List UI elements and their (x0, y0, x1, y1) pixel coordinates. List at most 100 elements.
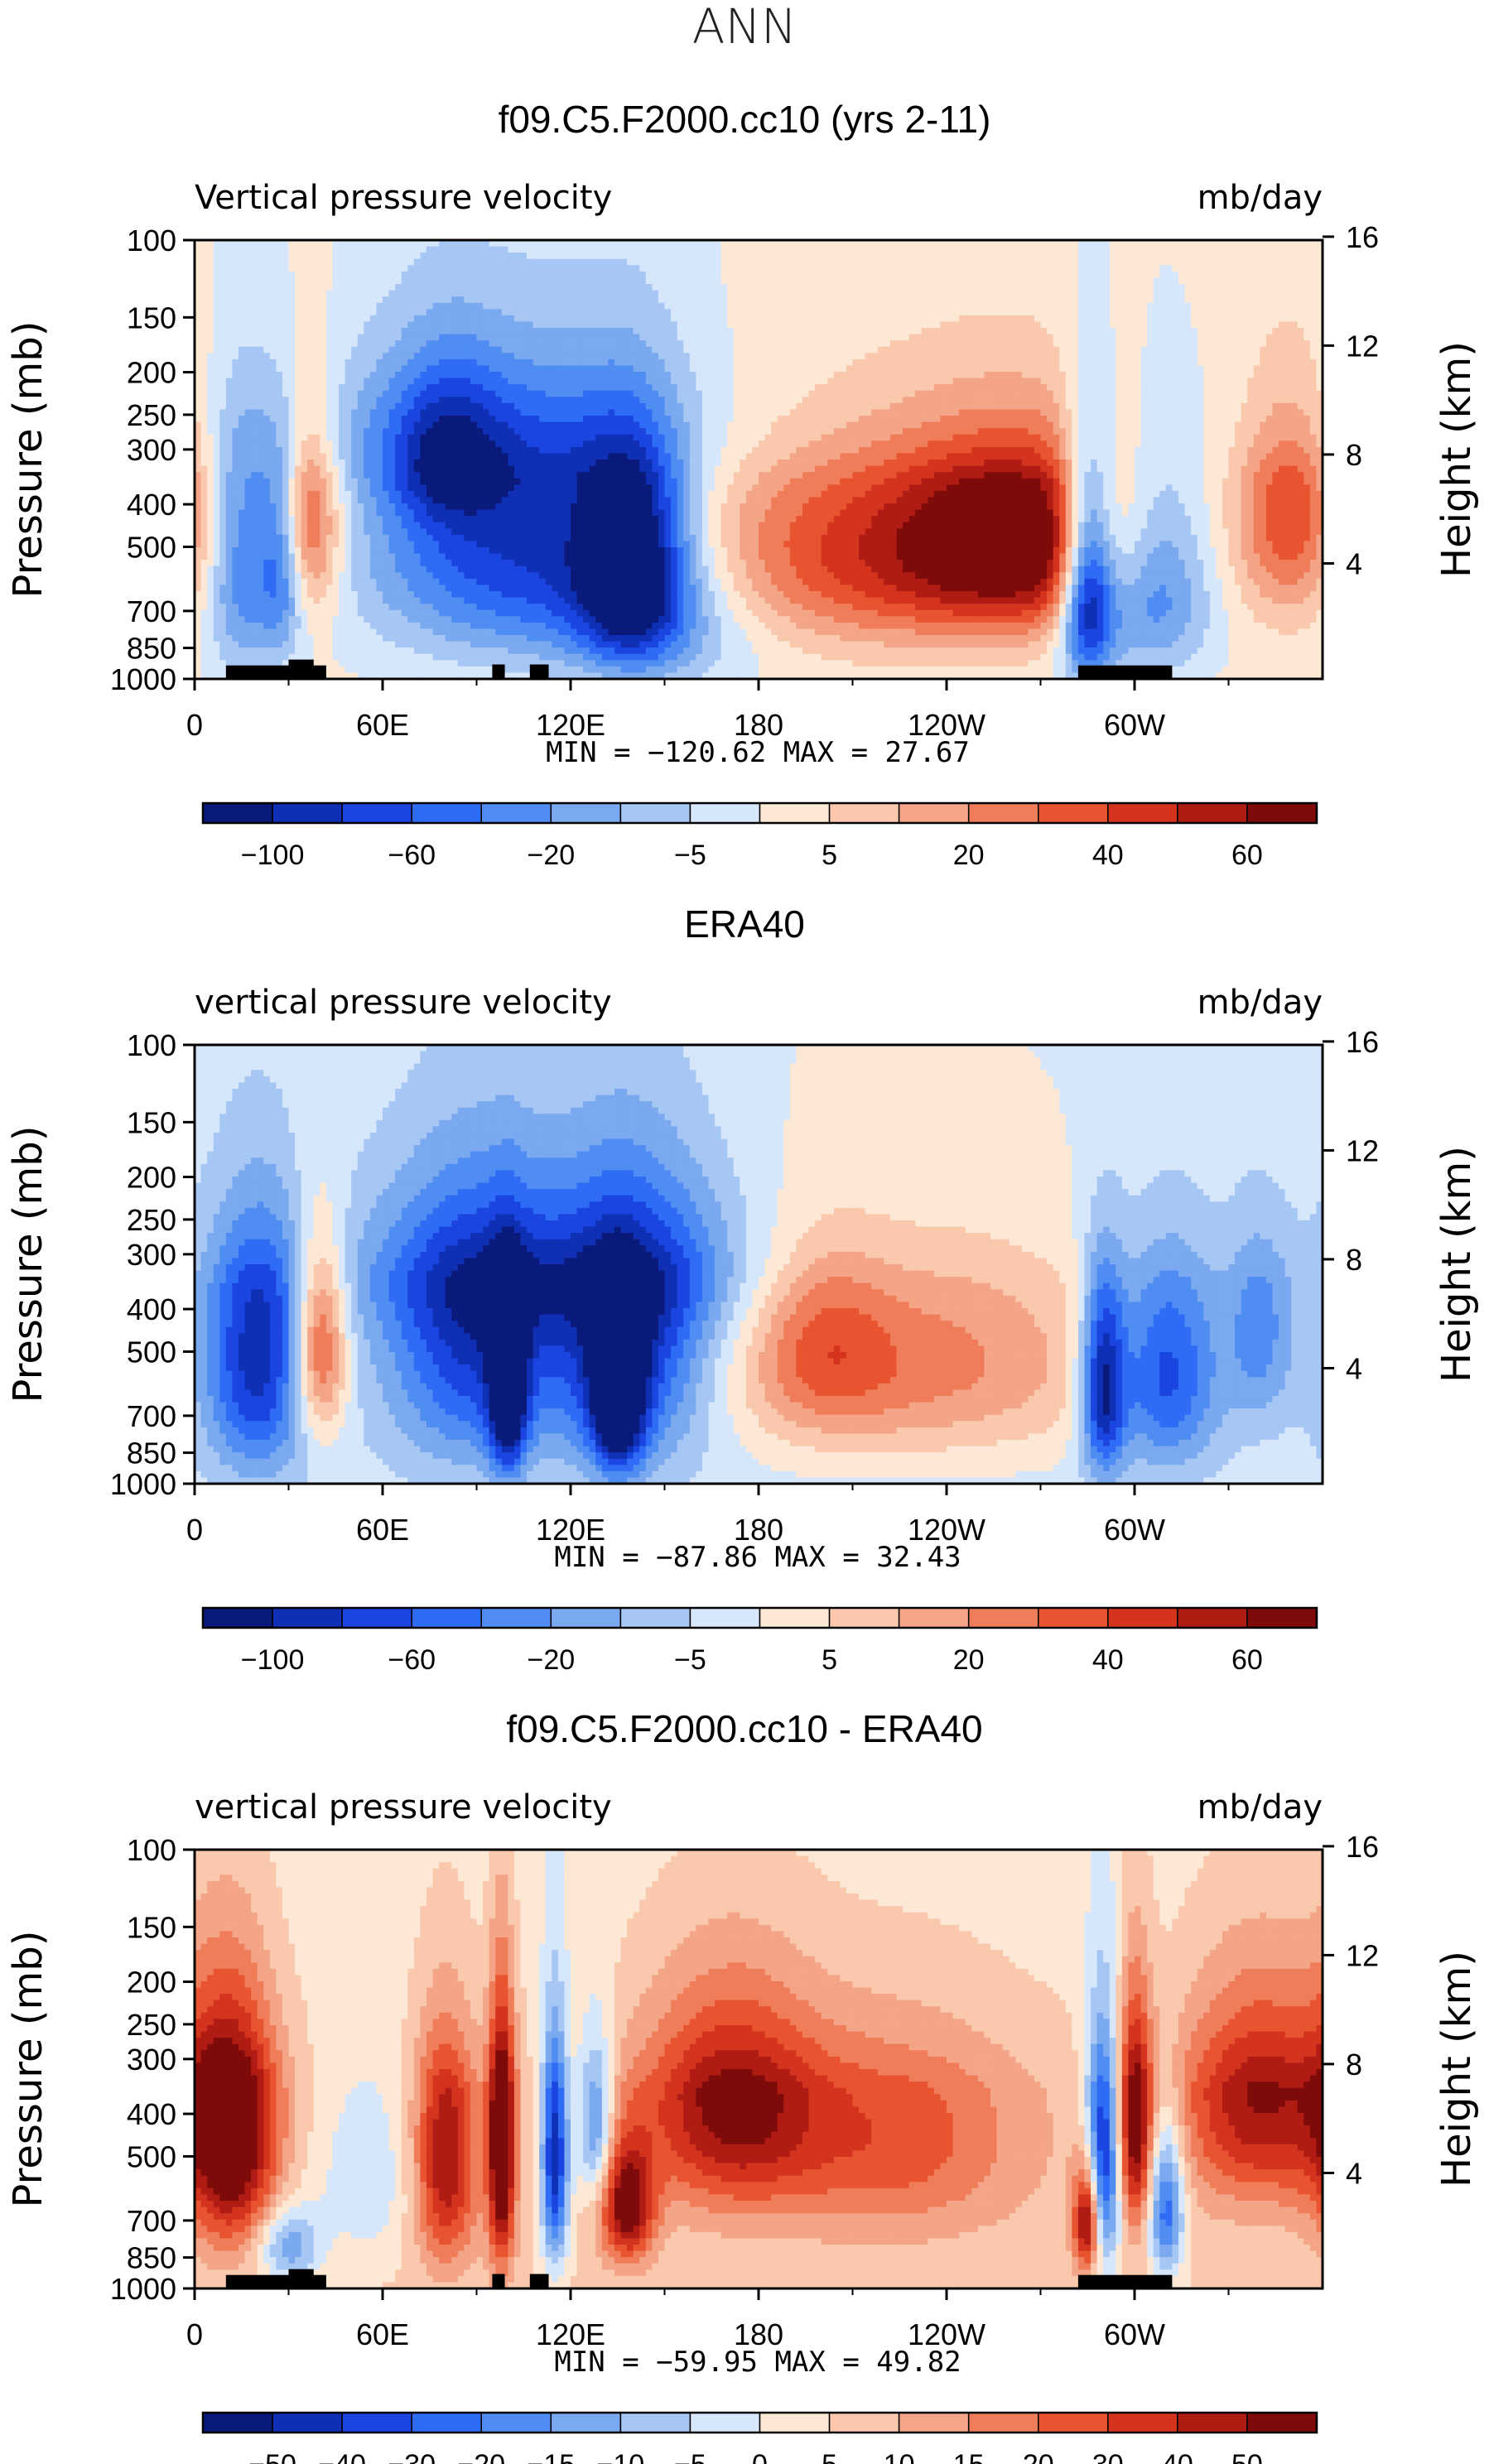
colorbar-label: −100 (241, 1644, 305, 1676)
colorbar-swatch (967, 1607, 1039, 1629)
x-tick-label: 60W (1104, 2317, 1165, 2351)
pressure-tick-label: 100 (127, 1028, 176, 1062)
colorbar-label: 60 (1231, 840, 1263, 871)
colorbar-label: 20 (953, 840, 985, 871)
colorbar-label: −100 (241, 840, 305, 871)
colorbar-label: 40 (1092, 840, 1124, 871)
pressure-tick-label: 200 (127, 356, 176, 390)
colorbar-swatch (550, 802, 622, 824)
colorbar-swatch (1246, 1607, 1318, 1629)
height-tick-label: 12 (1346, 1133, 1379, 1167)
colorbar-label: 60 (1231, 1644, 1263, 1676)
colorbar-swatch (202, 1607, 273, 1629)
page-title: ANN (692, 0, 797, 55)
height-tick-label: 12 (1346, 329, 1379, 363)
colorbar-swatch (759, 1607, 831, 1629)
colorbar-label: −5 (674, 1644, 706, 1676)
colorbar-swatch (480, 802, 552, 824)
colorbar-label: 40 (1162, 2449, 1193, 2464)
units-label: mb/day (1197, 1788, 1323, 1826)
y2-axis-label: Height (km) (1434, 1146, 1480, 1383)
colorbar-swatch (1038, 2412, 1109, 2433)
y-axis-label: Pressure (mb) (5, 1931, 51, 2208)
topography-mask (492, 664, 505, 679)
colorbar-swatch (967, 802, 1039, 824)
x-tick-label: 60E (356, 708, 409, 742)
colorbar: −100 −60 −20 −5 5 20 40 60 (201, 1606, 1318, 1676)
colorbar-swatch (411, 802, 482, 824)
topography-mask (288, 2269, 314, 2288)
x-tick-label: 120W (908, 708, 985, 742)
colorbar-label: −20 (457, 2449, 505, 2464)
colorbar-label: 5 (822, 1644, 837, 1676)
min-max-stats: MIN = −59.95 MAX = 49.82 (554, 2346, 961, 2379)
colorbar-swatch (689, 2412, 761, 2433)
y-axis-label: Pressure (mb) (5, 1126, 51, 1403)
x-tick-label: 120E (536, 1513, 605, 1547)
pressure-tick-label: 500 (127, 2139, 176, 2173)
colorbar-label: −30 (388, 2449, 436, 2464)
pressure-tick-label: 300 (127, 433, 176, 467)
pressure-tick-label: 250 (127, 1203, 176, 1237)
colorbar-label: −10 (597, 2449, 645, 2464)
colorbar-swatch (1177, 1607, 1248, 1629)
colorbar-swatch (202, 2412, 273, 2433)
pressure-tick-label: 1000 (110, 662, 176, 696)
topography-mask (1077, 2274, 1173, 2288)
colorbar-swatch (1107, 1607, 1178, 1629)
field-label: Vertical pressure velocity (195, 179, 612, 217)
colorbar-label: 50 (1231, 2449, 1263, 2464)
colorbar-swatch (1246, 2412, 1318, 2433)
pressure-tick-label: 200 (127, 1966, 176, 2000)
x-tick-label: 0 (186, 708, 203, 742)
pressure-tick-label: 200 (127, 1161, 176, 1195)
pressure-tick-label: 400 (127, 2097, 176, 2131)
pressure-tick-label: 850 (127, 2241, 176, 2275)
colorbar-swatch (550, 1607, 622, 1629)
pressure-tick-label: 700 (127, 1399, 176, 1433)
contour-field (195, 1045, 1323, 1484)
chart-panel-1: f09.C5.F2000.cc10 (yrs 2-11) Vertical pre… (5, 98, 1480, 871)
colorbar-swatch (828, 802, 900, 824)
colorbar-label: 30 (1092, 2449, 1124, 2464)
colorbar-swatch (411, 2412, 482, 2433)
height-tick-label: 4 (1346, 1351, 1362, 1385)
units-label: mb/day (1197, 984, 1323, 1022)
colorbar-swatch (619, 2412, 691, 2433)
y2-axis-label: Height (km) (1434, 1951, 1480, 2187)
pressure-tick-label: 850 (127, 632, 176, 666)
colorbar-swatch (1038, 1607, 1109, 1629)
y2-axis-label: Height (km) (1434, 341, 1480, 578)
pressure-tick-label: 100 (127, 224, 176, 257)
colorbar-label: −50 (248, 2449, 296, 2464)
colorbar-swatch (828, 2412, 900, 2433)
colorbar-swatch (272, 1607, 343, 1629)
colorbar-swatch (341, 1607, 412, 1629)
colorbar-swatch (1177, 802, 1248, 824)
colorbar-swatch (1038, 802, 1109, 824)
pressure-tick-label: 500 (127, 530, 176, 564)
colorbar-swatch (480, 2412, 552, 2433)
colorbar: −50−40−30−20−15−10−505101520304050 (201, 2411, 1318, 2464)
height-tick-label: 4 (1346, 2156, 1362, 2190)
x-tick-label: 120E (536, 2317, 605, 2351)
pressure-tick-label: 150 (127, 301, 176, 334)
colorbar-swatch (550, 2412, 622, 2433)
colorbar-swatch (1246, 802, 1318, 824)
panel-title: ERA40 (684, 902, 805, 946)
colorbar-label: −40 (318, 2449, 366, 2464)
height-tick-label: 8 (1346, 2048, 1362, 2081)
pressure-tick-label: 1000 (110, 1467, 176, 1501)
pressure-tick-label: 250 (127, 2008, 176, 2042)
topography-mask (288, 659, 314, 679)
colorbar-swatch (898, 802, 970, 824)
height-tick-label: 8 (1346, 438, 1362, 472)
colorbar-swatch (341, 802, 412, 824)
pressure-tick-label: 250 (127, 398, 176, 432)
colorbar-swatch (689, 1607, 761, 1629)
colorbar-swatch (272, 2412, 343, 2433)
pressure-tick-label: 100 (127, 1833, 176, 1867)
pressure-tick-label: 150 (127, 1105, 176, 1139)
colorbar-swatch (1107, 2412, 1178, 2433)
colorbar-swatch (480, 1607, 552, 1629)
